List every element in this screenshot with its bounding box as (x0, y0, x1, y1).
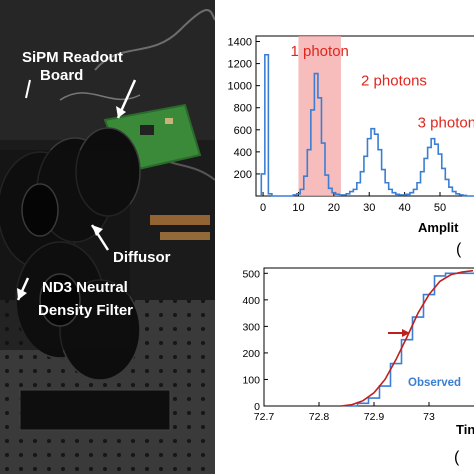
top-y-tick-label: 200 (234, 169, 252, 181)
top-y-tick-label: 400 (234, 147, 252, 159)
diffusor-label: Diffusor (113, 249, 171, 266)
photon-peak-annotation: 1 photon (290, 43, 348, 60)
nd3-label-line2: Density Filter (38, 302, 133, 319)
top-y-tick-label: 1000 (228, 81, 252, 93)
bottom-y-tick-label: 300 (242, 321, 260, 333)
timing-chart: 0 100 200 300 400 500 72.7 72.8 72.9 73 Observed… (242, 267, 474, 466)
histogram-series (260, 53, 474, 197)
sipm-label-line2: Board (40, 67, 83, 84)
photon-histogram-chart: 200 400 600 800 1000 1200 1400 0 10 20 30 40 50 1 p… (228, 35, 474, 258)
photon-peak-annotation: 2 photons (361, 73, 427, 90)
legend-observed: Observed (408, 377, 461, 389)
bottom-y-tick-label: 0 (254, 401, 260, 413)
single-photon-highlight-band (298, 36, 341, 196)
bottom-y-tick-label: 100 (242, 374, 260, 386)
top-x-tick-label: 50 (434, 202, 446, 214)
top-x-tick-label: 20 (328, 202, 340, 214)
bottom-x-tick-label: 73 (423, 411, 435, 423)
bottom-x-tick-label: 72.7 (254, 411, 275, 423)
bottom-y-tick-label: 200 (242, 348, 260, 360)
sipm-label-line1: SiPM Readout (22, 49, 123, 66)
top-x-tick-label: 0 (260, 202, 266, 214)
setup-photo: SiPM Readout Board Diffusor ND3 Neutral … (0, 0, 215, 474)
top-y-tick-label: 1200 (228, 59, 252, 71)
photon-peak-annotation: 3 photons (418, 115, 474, 132)
observed-step-series (346, 272, 474, 407)
top-x-tick-label: 40 (398, 202, 410, 214)
bottom-x-axis-label: Tin (456, 422, 474, 437)
top-y-tick-label: 800 (234, 103, 252, 115)
sipm-pointer (25, 79, 31, 99)
rising-edge-arrow (388, 329, 410, 337)
top-x-tick-label: 10 (292, 202, 304, 214)
bottom-x-tick-label: 72.8 (309, 411, 330, 423)
top-y-tick-label: 1400 (228, 37, 252, 49)
bottom-y-tick-label: 500 (242, 268, 260, 280)
bottom-x-tick-label: 72.9 (364, 411, 385, 423)
bottom-panel-marker: ( (454, 449, 460, 466)
top-y-tick-label: 600 (234, 125, 252, 137)
top-x-tick-label: 30 (363, 202, 375, 214)
mount-base (19, 389, 171, 431)
top-plot-frame (255, 35, 474, 197)
top-panel-marker: ( (456, 241, 462, 258)
fit-curve-series (340, 269, 474, 407)
bottom-y-tick-label: 400 (242, 295, 260, 307)
nd3-label-line1: ND3 Neutral (42, 279, 128, 296)
top-x-axis-label: Amplit (418, 220, 459, 235)
optical-mounts (0, 127, 141, 381)
